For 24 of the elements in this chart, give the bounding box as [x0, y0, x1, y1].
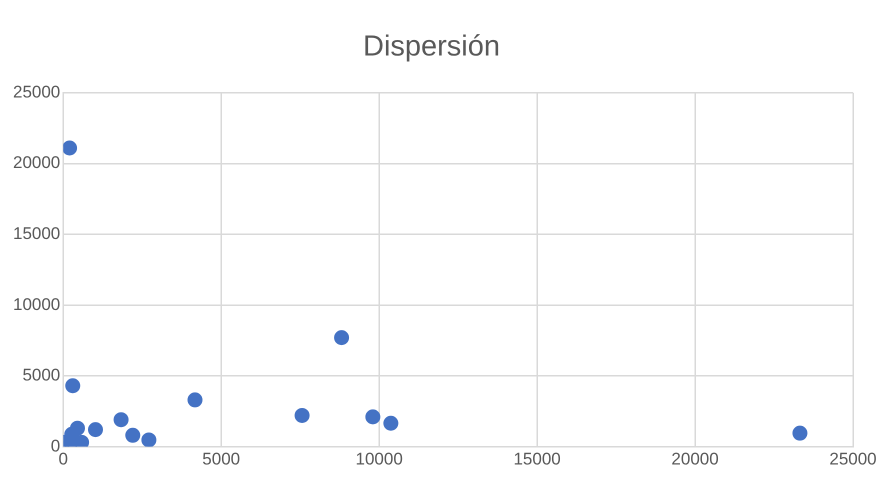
- y-tick-label: 10000: [12, 294, 60, 314]
- point: [294, 408, 310, 423]
- point: [88, 422, 103, 438]
- chart-title: Dispersión: [363, 30, 500, 62]
- y-tick-label: 25000: [12, 82, 60, 102]
- x-tick-label: 5000: [202, 449, 240, 468]
- x-tick-label: 20000: [671, 449, 719, 468]
- point: [125, 428, 140, 443]
- x-tick-label: 15000: [513, 449, 561, 468]
- y-tick-label: 20000: [12, 153, 60, 172]
- x-tick-label: 10000: [356, 449, 403, 468]
- point: [188, 392, 202, 408]
- x-tick-label: 25000: [829, 449, 877, 468]
- point: [65, 378, 80, 394]
- point: [792, 426, 808, 441]
- point: [63, 140, 78, 156]
- y-tick-label: 5000: [22, 366, 60, 385]
- point: [141, 432, 156, 447]
- point: [334, 330, 350, 346]
- point: [365, 409, 380, 424]
- point: [383, 416, 398, 431]
- point: [114, 412, 129, 428]
- y-tick-label: 15000: [12, 224, 60, 244]
- y-tick-label: 0: [50, 436, 60, 456]
